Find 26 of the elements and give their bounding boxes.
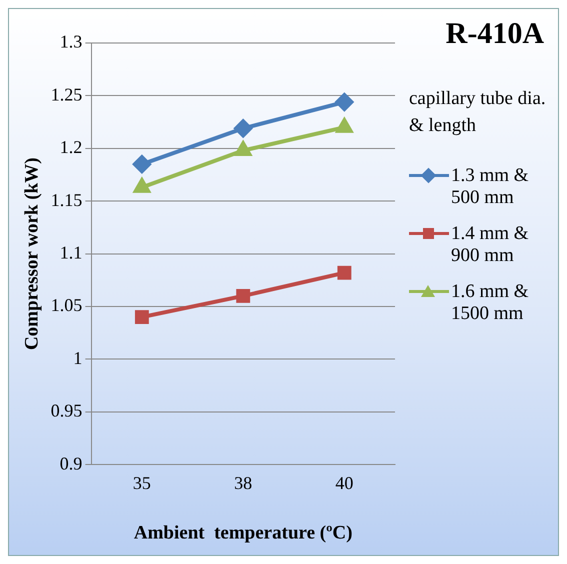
x-axis-title: Ambient temperature (ºC) (134, 522, 352, 544)
y-tick-label: 1.3 (60, 32, 82, 52)
point (132, 155, 151, 174)
y-tick-label: 0.95 (50, 400, 82, 421)
point (134, 310, 149, 324)
y-tick-label: 0.9 (60, 453, 82, 474)
y-axis-title: Compressor work (kW) (21, 158, 42, 350)
point (236, 289, 250, 303)
y-tick-label: 1.25 (50, 84, 82, 104)
legend-title: capillary tube dia. & length (409, 87, 547, 138)
point (337, 266, 352, 280)
y-tick-label: 1.15 (50, 190, 82, 210)
text: R-410A (446, 17, 544, 51)
y-tick-label: 1.1 (60, 242, 82, 263)
legend-label: 1.3 mm & 500 mm (451, 165, 530, 209)
x-tick-label: 35 (132, 473, 151, 494)
legend-label: 1.4 mm & 900 mm (451, 223, 530, 267)
x-tick-label: 40 (335, 473, 354, 494)
y-tick-label: 1.05 (50, 295, 82, 316)
y-tick-label: 1.2 (60, 137, 82, 158)
y-tick-label: 1 (73, 348, 82, 368)
point (335, 93, 354, 112)
legend-label: 1.6 mm & 1500 mm (451, 281, 530, 325)
point (234, 119, 252, 138)
x-tick-label: 38 (234, 473, 252, 494)
point (235, 142, 252, 156)
